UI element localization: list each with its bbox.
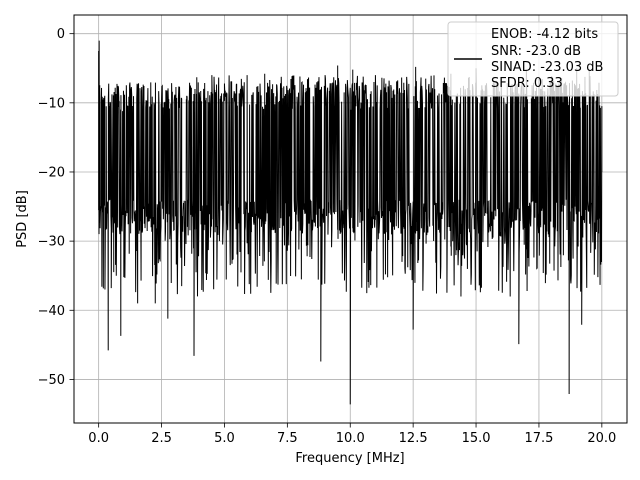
y-axis-ticks: 0 −10 −20 −30 −40 −50 (38, 27, 74, 388)
x-tick-label: 20.0 (587, 431, 616, 446)
psd-series-line (98, 40, 603, 405)
y-axis-label: PSD [dB] (15, 190, 30, 248)
y-tick-label: −20 (38, 165, 65, 180)
legend-entry-enob: ENOB: -4.12 bits (491, 27, 598, 42)
legend-entry-sinad: SINAD: -23.03 dB (491, 60, 603, 75)
x-tick-label: 10.0 (336, 431, 365, 446)
x-tick-label: 5.0 (214, 431, 235, 446)
x-tick-label: 17.5 (524, 431, 553, 446)
plot-frame (73, 14, 628, 424)
x-tick-label: 15.0 (462, 431, 491, 446)
x-axis-ticks: 0.0 2.5 5.0 7.5 10.0 12.5 15.0 17.5 20.0 (88, 423, 616, 446)
x-tick-label: 0.0 (88, 431, 109, 446)
y-tick-label: −50 (38, 373, 65, 388)
legend: ENOB: -4.12 bits SNR: -23.0 dB SINAD: -2… (447, 21, 619, 97)
y-tick-label: −30 (38, 235, 65, 250)
y-tick-label: −10 (38, 96, 65, 111)
x-tick-label: 7.5 (277, 431, 298, 446)
x-axis-label: Frequency [MHz] (295, 451, 404, 466)
x-tick-label: 12.5 (399, 431, 428, 446)
legend-entry-snr: SNR: -23.0 dB (491, 44, 581, 59)
legend-entry-sfdr: SFDR: 0.33 (491, 76, 563, 91)
legend-box (447, 21, 619, 97)
y-tick-label: −40 (38, 304, 65, 319)
x-tick-label: 2.5 (151, 431, 172, 446)
y-tick-label: 0 (57, 27, 65, 42)
